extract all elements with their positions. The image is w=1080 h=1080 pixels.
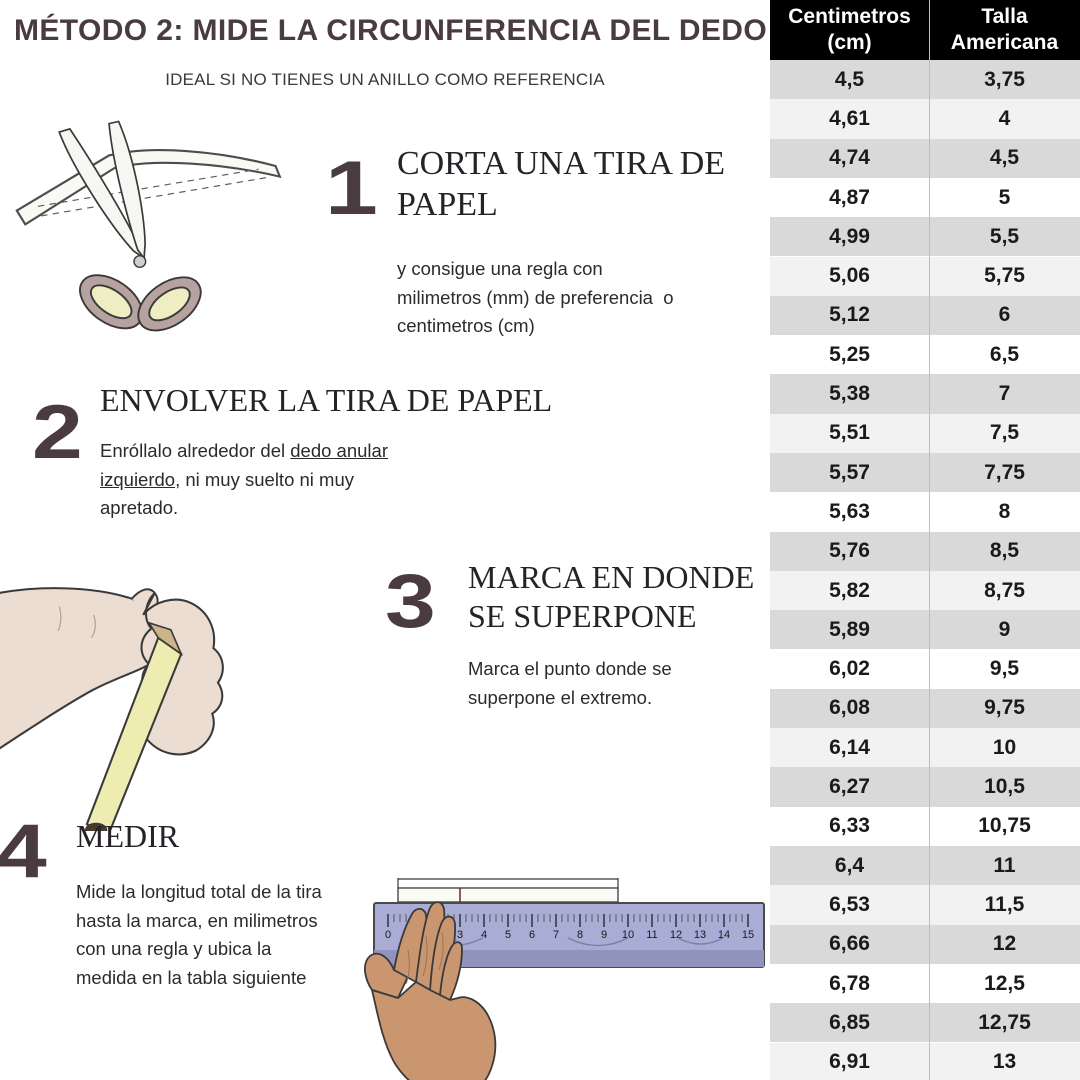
svg-text:3: 3 [457,929,463,941]
svg-text:9: 9 [601,929,607,941]
svg-text:0: 0 [385,929,391,941]
svg-text:8: 8 [577,929,583,941]
svg-text:7: 7 [553,929,559,941]
svg-text:15: 15 [742,929,754,941]
svg-text:13: 13 [694,929,706,941]
svg-text:11: 11 [646,929,657,941]
svg-text:5: 5 [505,929,511,941]
svg-text:6: 6 [529,929,535,941]
